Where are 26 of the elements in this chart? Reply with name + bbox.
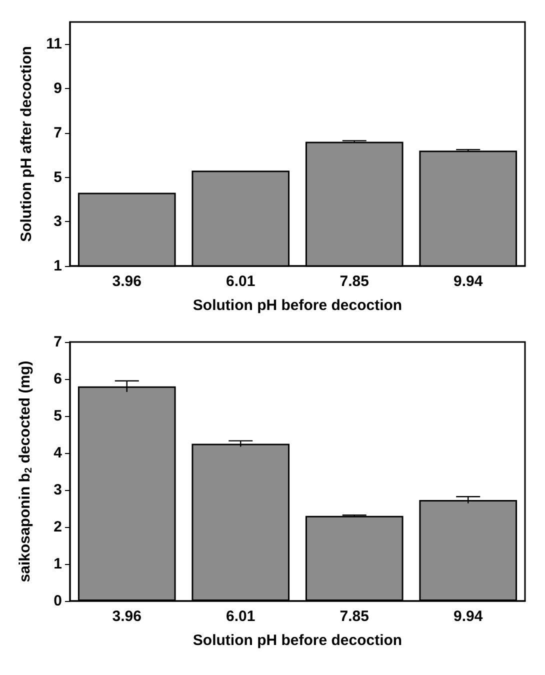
- x-tick-label: 7.85: [340, 608, 369, 625]
- y-tick-label: 2: [54, 518, 62, 536]
- x-tick-label: 9.94: [454, 273, 484, 290]
- y-tick-label: 11: [46, 36, 62, 53]
- x-tick-label: 9.94: [454, 608, 484, 625]
- y-tick-label: 9: [54, 80, 62, 98]
- x-tick-label: 7.85: [340, 273, 369, 290]
- y-tick-label: 6: [54, 370, 62, 388]
- x-tick-label: 6.01: [226, 273, 256, 290]
- y-tick-label: 7: [54, 334, 62, 350]
- y-tick-label: 1: [54, 556, 62, 572]
- y-tick-label: 5: [54, 408, 62, 424]
- x-tick-label: 3.96: [112, 273, 142, 290]
- x-tick-label: 6.01: [226, 608, 256, 625]
- x-tick-label: 3.96: [112, 608, 142, 625]
- y-tick-label: 3: [54, 482, 62, 498]
- y-tick-label: 4: [54, 444, 63, 462]
- y-tick-label: 3: [54, 213, 62, 230]
- x-axis-title: Solution pH before decoction: [192, 297, 402, 314]
- y-tick-label: 0: [54, 592, 62, 610]
- y-axis-title: saikosaponin b2 decocted (mg): [16, 360, 34, 582]
- x-axis-title: Solution pH before decoction: [192, 632, 402, 649]
- y-tick-label: 5: [54, 168, 62, 186]
- y-axis-title: Solution pH after decoction: [18, 46, 35, 242]
- y-tick-label: 7: [54, 124, 62, 142]
- y-tick-label: 1: [54, 258, 62, 274]
